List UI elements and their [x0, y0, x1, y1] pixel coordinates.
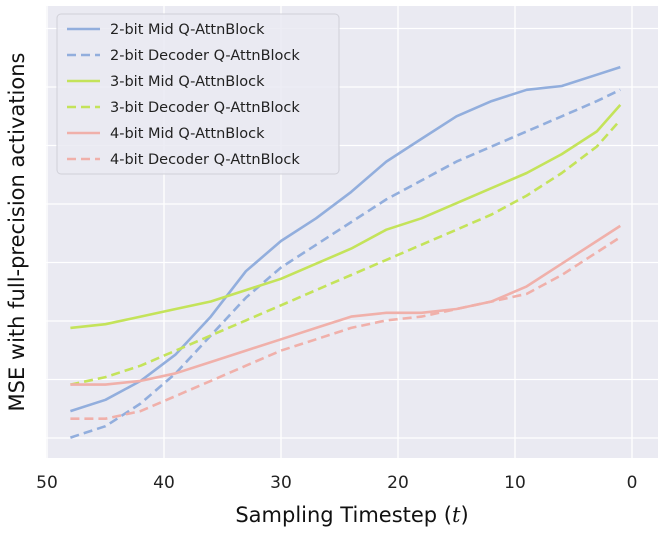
legend-label-3: 3-bit Mid Q-AttnBlock [110, 74, 265, 90]
legend-label-5: 4-bit Mid Q-AttnBlock [110, 126, 265, 142]
x-axis-label-var: t [452, 503, 461, 527]
legend-label-6: 4-bit Decoder Q-AttnBlock [110, 152, 300, 168]
series-line-1 [70, 65, 621, 413]
series-line-6 [70, 236, 622, 421]
x-tick-label: 10 [504, 473, 526, 493]
series-line-2 [69, 88, 621, 439]
x-tick-label: 30 [270, 473, 292, 493]
legend-label-1: 2-bit Mid Q-AttnBlock [110, 22, 265, 38]
y-axis-label: MSE with full-precision activations [5, 53, 29, 412]
series-line-5 [70, 224, 622, 386]
x-tick-label: 50 [36, 473, 58, 493]
legend-label-2: 2-bit Decoder Q-AttnBlock [110, 48, 300, 64]
x-tick-label: 40 [153, 473, 175, 493]
x-axis-label: Sampling Timestep (t) [235, 503, 468, 527]
series-line-3 [70, 104, 622, 330]
x-tick-label: 0 [627, 473, 638, 493]
legend-label-4: 3-bit Decoder Q-AttnBlock [110, 100, 300, 116]
series-lines [69, 65, 622, 439]
x-tick-label: 20 [387, 473, 409, 493]
legend: 2-bit Mid Q-AttnBlock 2-bit Decoder Q-Att… [56, 13, 340, 175]
x-tick-labels: 50 40 30 20 10 0 [36, 473, 637, 493]
legend-frame [56, 13, 340, 175]
series-line-4 [70, 119, 622, 386]
